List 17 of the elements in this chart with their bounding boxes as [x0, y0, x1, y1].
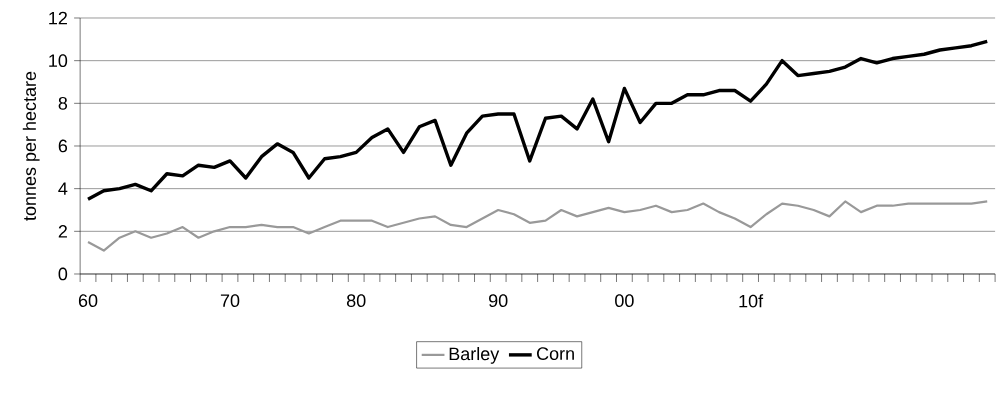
- legend-label: Corn: [537, 347, 574, 360]
- y-tick-label: 8: [58, 96, 68, 110]
- x-tick-label: 00: [615, 294, 634, 307]
- x-tick-label: 80: [346, 294, 366, 307]
- y-tick-label: 6: [58, 139, 68, 153]
- x-tick-label: 60: [78, 294, 98, 307]
- y-tick-label: 4: [58, 182, 68, 195]
- y-tick-label: 2: [58, 225, 67, 238]
- legend-label: Barley: [449, 347, 500, 364]
- x-tick-label: 90: [489, 294, 508, 307]
- line-series: [86, 39, 989, 202]
- y-axis-title: tonnes per hectare: [22, 71, 40, 221]
- x-tick-label: 70: [220, 294, 240, 307]
- y-tick-label: 10: [49, 54, 68, 68]
- y-tick-label: 12: [49, 11, 67, 25]
- y-tick-label: 0: [58, 267, 68, 281]
- x-tick-label: 10f: [739, 294, 764, 308]
